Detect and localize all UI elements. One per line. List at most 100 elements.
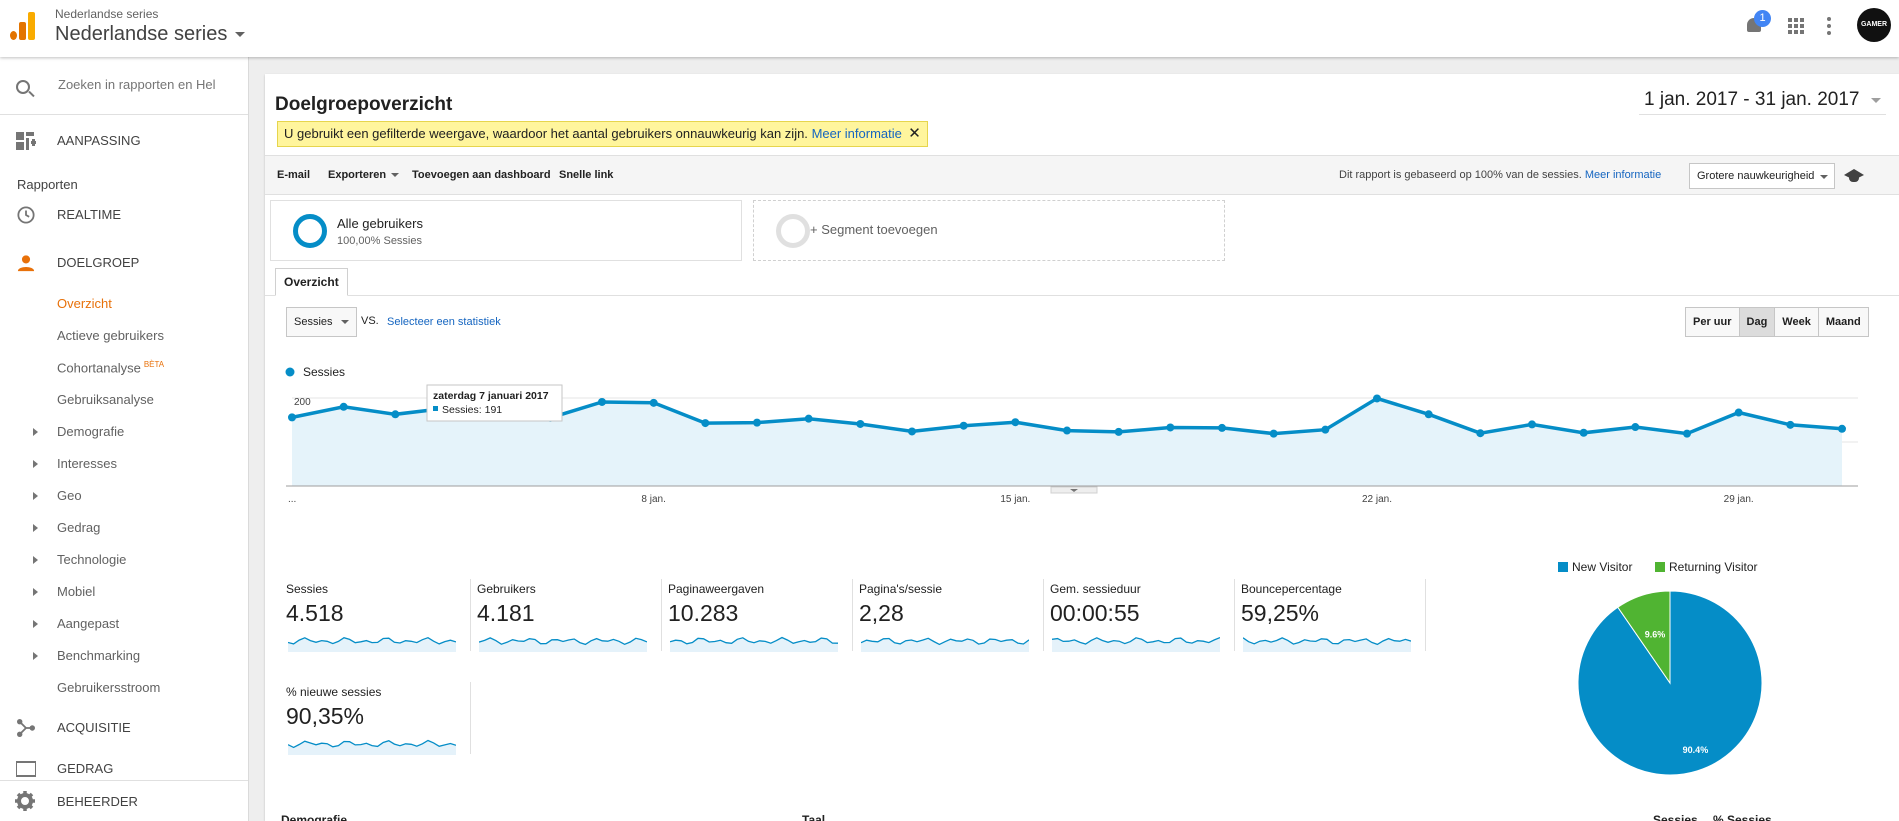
sessions-point[interactable] [1011, 418, 1020, 427]
scorecard-divider [852, 579, 853, 651]
sessions-point[interactable] [753, 418, 761, 427]
shortcut-button[interactable]: Snelle link [559, 169, 614, 181]
sessions-point[interactable] [1218, 423, 1226, 432]
sidebar-subitem[interactable]: Gebruikersstroom [57, 680, 160, 695]
sessions-point[interactable] [908, 427, 916, 436]
sessions-point[interactable] [1786, 420, 1795, 429]
sessions-point[interactable] [701, 419, 710, 428]
sidebar-subitem[interactable]: Cohortanalyse BÈTA [57, 360, 164, 375]
sessions-point[interactable] [649, 398, 658, 407]
sidebar-subitem[interactable]: Benchmarking [33, 648, 140, 663]
sidebar-subitem[interactable]: Actieve gebruikers [57, 328, 164, 343]
email-button[interactable]: E-mail [277, 169, 311, 181]
export-button[interactable]: Exporteren [328, 169, 400, 181]
sessions-point[interactable] [959, 421, 968, 430]
precision-label: Grotere nauwkeurigheid [1697, 170, 1815, 182]
segment-ring-icon [293, 214, 327, 248]
sessions-point[interactable] [1579, 428, 1588, 437]
date-range-picker[interactable]: 1 jan. 2017 - 31 jan. 2017 [1639, 85, 1886, 115]
expand-arrow-icon [33, 556, 38, 564]
sidebar-subitem[interactable]: Mobiel [33, 584, 96, 599]
sidebar-subitem[interactable]: Interesses [33, 456, 117, 471]
segment-subtitle: 100,00% Sessies [337, 235, 422, 247]
sidebar-subitem[interactable]: Geo [33, 488, 82, 503]
sidebar-subitem[interactable]: Gedrag [33, 520, 100, 535]
avatar[interactable]: GAMER [1857, 8, 1891, 42]
apps-grid-icon[interactable] [1788, 18, 1804, 34]
sessions-point[interactable] [1321, 425, 1330, 434]
close-icon[interactable]: ✕ [908, 125, 921, 142]
sessions-point[interactable] [598, 397, 606, 406]
sidebar-subitem[interactable]: Gebruiksanalyse [57, 392, 154, 407]
sessions-point[interactable] [1424, 410, 1433, 419]
sidebar-subitem[interactable]: Overzicht [57, 296, 112, 311]
sessions-point[interactable] [1838, 424, 1846, 433]
sessions-point[interactable] [856, 419, 865, 428]
add-segment-label: + Segment toevoegen [810, 222, 938, 237]
pie-slice[interactable] [1577, 590, 1763, 776]
sessions-point[interactable] [1683, 429, 1691, 438]
segment-all-users[interactable]: Alle gebruikers 100,00% Sessies [270, 200, 742, 261]
sidebar-subitem-label: Actieve gebruikers [57, 328, 164, 343]
sessions-point[interactable] [1166, 423, 1175, 432]
view-selector[interactable]: Nederlandse series [55, 23, 246, 46]
expand-arrow-icon [33, 492, 38, 500]
page-title: Doelgroepoverzicht [275, 94, 453, 115]
sidebar-item-admin[interactable]: BEHEERDER [0, 780, 248, 821]
sidebar-item-behavior[interactable]: GEDRAG [0, 747, 248, 791]
metric-select[interactable]: Sessies [286, 307, 357, 337]
warning-more-info-link[interactable]: Meer informatie [811, 126, 902, 141]
sessions-point[interactable] [1373, 394, 1381, 403]
beta-badge: BÈTA [143, 360, 165, 369]
notifications-bell-icon[interactable]: 1 [1744, 10, 1771, 37]
period-button[interactable]: Dag [1739, 308, 1776, 336]
sessions-point[interactable] [1734, 408, 1743, 417]
sessions-area [292, 398, 1842, 486]
select-statistic-link[interactable]: Selecteer een statistiek [387, 316, 501, 328]
sidebar-item-realtime[interactable]: REALTIME [0, 193, 248, 237]
sidebar-item-customization[interactable]: AANPASSING [0, 119, 248, 163]
tooltip-date: zaterdag 7 januari 2017 [433, 390, 549, 402]
sidebar-subitem-label: Aangepast [57, 616, 120, 631]
sessions-point[interactable] [1063, 426, 1071, 435]
sampling-note-text: Dit rapport is gebaseerd op 100% van de … [1339, 169, 1582, 181]
sidebar-subitem[interactable]: Demografie [33, 424, 124, 439]
person-icon [17, 255, 35, 272]
sessions-point[interactable] [1114, 427, 1123, 436]
segment-title: Alle gebruikers [337, 216, 423, 231]
precision-dropdown[interactable]: Grotere nauwkeurigheid [1689, 163, 1835, 189]
sampling-more-info-link[interactable]: Meer informatie [1584, 169, 1662, 181]
sidebar-item-acquisition[interactable]: ACQUISITIE [0, 706, 248, 750]
add-segment-button[interactable]: + Segment toevoegen [753, 200, 1225, 261]
sessions-point[interactable] [288, 413, 296, 422]
pie-slice[interactable] [1617, 590, 1671, 685]
export-label: Exporteren [328, 169, 387, 181]
sessions-point[interactable] [391, 410, 400, 419]
tabs-divider [265, 295, 1899, 296]
period-button[interactable]: Maand [1818, 308, 1868, 336]
sidebar-item-audience[interactable]: DOELGROEP [0, 241, 248, 285]
add-to-dashboard-button[interactable]: Toevoegen aan dashboard [412, 169, 551, 181]
sparkline [479, 637, 647, 652]
notification-badge: 1 [1754, 10, 1771, 27]
chevron-down-icon [1070, 489, 1078, 492]
sessions-point[interactable] [339, 402, 348, 411]
reports-section-label: Rapporten [17, 177, 78, 192]
scorecard-divider [470, 682, 471, 754]
more-vert-icon[interactable] [1827, 17, 1831, 35]
graduation-cap-icon[interactable] [1844, 169, 1864, 183]
search-input[interactable] [58, 77, 238, 92]
period-button[interactable]: Per uur [1686, 308, 1740, 336]
sidebar-subitem-label: Mobiel [57, 584, 96, 599]
sessions-point[interactable] [1631, 423, 1640, 432]
sessions-point[interactable] [804, 414, 813, 423]
sidebar-subitem[interactable]: Aangepast [33, 616, 120, 631]
sessions-point[interactable] [1528, 420, 1536, 429]
sessions-point[interactable] [1476, 429, 1485, 438]
sidebar-subitem[interactable]: Technologie [33, 552, 126, 567]
analytics-logo[interactable] [10, 12, 36, 40]
tab-overview[interactable]: Overzicht [275, 268, 348, 296]
behavior-icon [16, 761, 36, 777]
period-button[interactable]: Week [1775, 308, 1819, 336]
sessions-point[interactable] [1269, 429, 1278, 438]
